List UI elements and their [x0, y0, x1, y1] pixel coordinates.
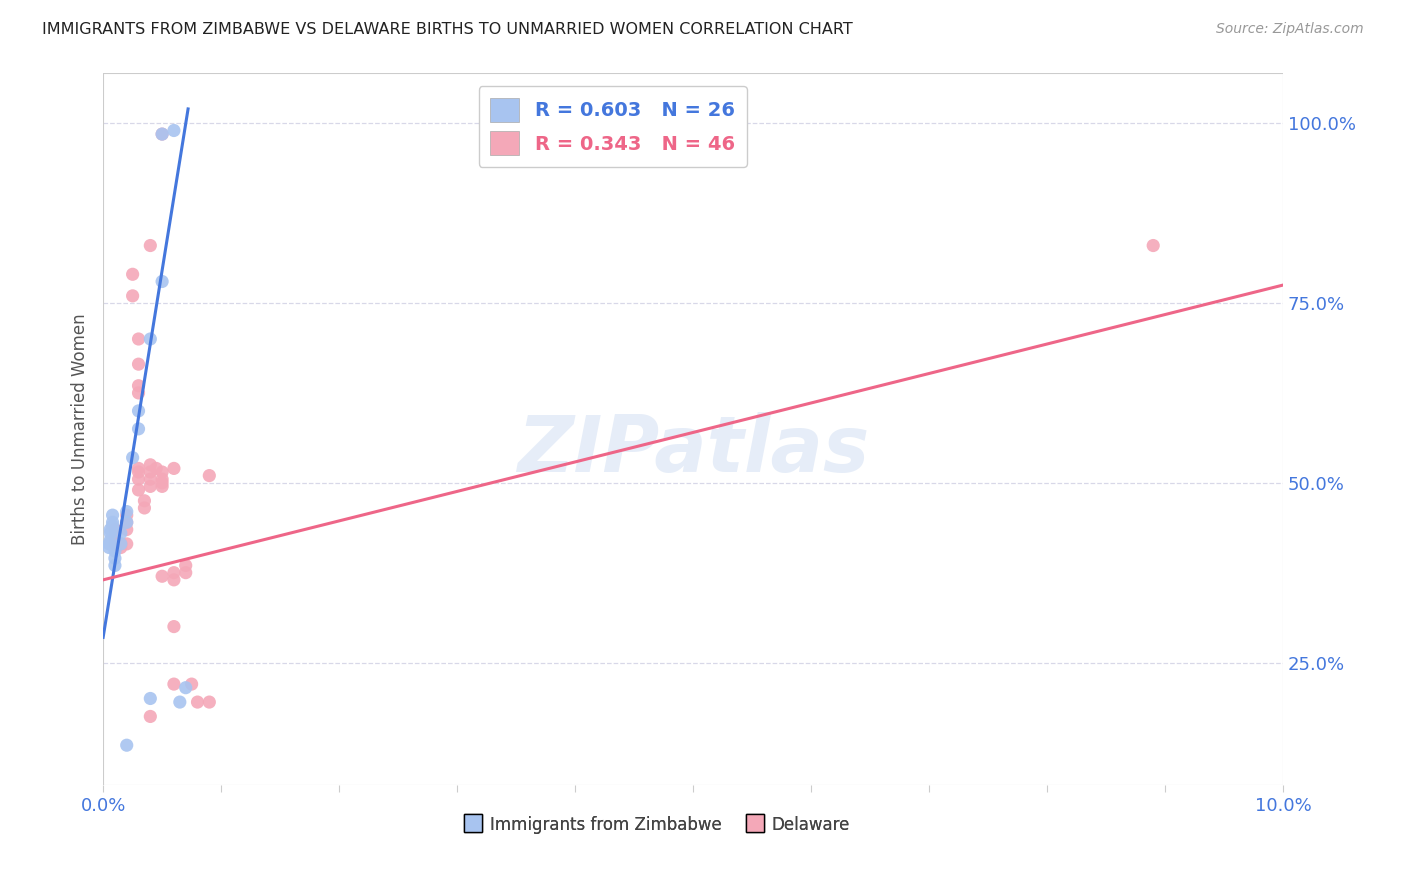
Point: [150, 275, 173, 289]
Point: [128, 465, 150, 479]
Point: [128, 385, 150, 400]
Point: [169, 695, 191, 709]
Point: [139, 709, 162, 723]
Point: [101, 516, 124, 530]
Point: [98, 523, 121, 537]
Point: [198, 468, 221, 483]
Point: [115, 738, 138, 752]
Point: [128, 472, 150, 486]
Text: Source: ZipAtlas.com: Source: ZipAtlas.com: [1216, 22, 1364, 37]
Point: [110, 526, 132, 541]
Point: [139, 691, 162, 706]
Point: [139, 332, 162, 346]
Point: [104, 530, 127, 544]
Point: [198, 695, 221, 709]
Point: [139, 472, 162, 486]
Point: [139, 465, 162, 479]
Point: [150, 127, 173, 141]
Point: [134, 500, 156, 515]
Point: [104, 523, 127, 537]
Point: [98, 526, 121, 541]
Point: [115, 504, 138, 518]
Point: [128, 461, 150, 475]
Point: [128, 332, 150, 346]
Text: IMMIGRANTS FROM ZIMBABWE VS DELAWARE BIRTHS TO UNMARRIED WOMEN CORRELATION CHART: IMMIGRANTS FROM ZIMBABWE VS DELAWARE BIR…: [42, 22, 853, 37]
Point: [163, 461, 186, 475]
Point: [115, 523, 138, 537]
Point: [150, 569, 173, 583]
Point: [115, 516, 138, 530]
Point: [98, 537, 121, 551]
Point: [139, 479, 162, 493]
Point: [163, 123, 186, 137]
Point: [104, 551, 127, 566]
Point: [134, 493, 156, 508]
Point: [163, 566, 186, 580]
Point: [115, 537, 138, 551]
Point: [163, 619, 186, 633]
Point: [145, 461, 167, 475]
Point: [128, 378, 150, 392]
Point: [174, 558, 197, 573]
Point: [110, 541, 132, 555]
Y-axis label: Births to Unmarried Women: Births to Unmarried Women: [72, 313, 89, 545]
Point: [139, 458, 162, 472]
Point: [104, 558, 127, 573]
Point: [110, 537, 132, 551]
Text: ZIPatlas: ZIPatlas: [517, 412, 869, 488]
Point: [115, 508, 138, 523]
Legend: Immigrants from Zimbabwe, Delaware: Immigrants from Zimbabwe, Delaware: [458, 809, 856, 840]
Point: [174, 566, 197, 580]
Point: [98, 533, 121, 548]
Point: [98, 541, 121, 555]
Point: [128, 422, 150, 436]
Point: [174, 681, 197, 695]
Point: [186, 695, 208, 709]
Point: [121, 267, 143, 281]
Point: [110, 537, 132, 551]
Point: [121, 289, 143, 303]
Point: [104, 537, 127, 551]
Point: [150, 475, 173, 490]
Point: [104, 544, 127, 558]
Point: [163, 677, 186, 691]
Point: [101, 519, 124, 533]
Point: [163, 573, 186, 587]
Point: [121, 450, 143, 465]
Point: [128, 483, 150, 497]
Point: [150, 472, 173, 486]
Point: [150, 465, 173, 479]
Point: [1142, 238, 1164, 252]
Point: [150, 479, 173, 493]
Point: [101, 508, 124, 523]
Point: [115, 516, 138, 530]
Point: [139, 238, 162, 252]
Point: [150, 127, 173, 141]
Point: [128, 357, 150, 371]
Point: [128, 404, 150, 418]
Point: [180, 677, 202, 691]
